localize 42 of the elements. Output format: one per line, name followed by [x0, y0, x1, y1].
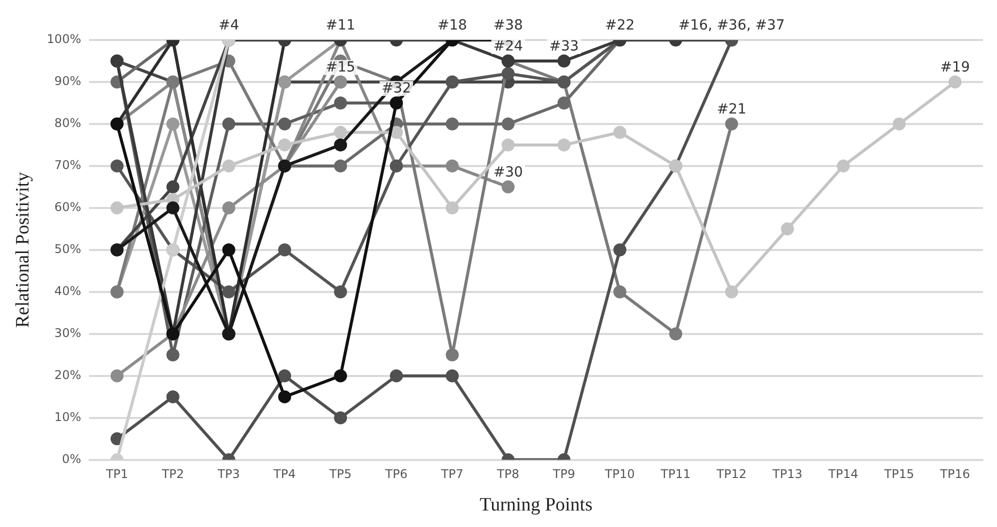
y-tick-label: 30% — [54, 326, 82, 340]
x-tick-label: TP16 — [939, 467, 970, 482]
annotation: #11 — [326, 18, 356, 34]
annotation: #38 — [493, 18, 523, 34]
annotation: #18 — [437, 18, 468, 34]
annotation: #24 — [493, 38, 523, 55]
x-tick-label: TP10 — [604, 467, 635, 482]
y-tick-label: 100% — [46, 32, 82, 46]
x-tick-label: TP3 — [216, 467, 240, 482]
y-tick-label: 20% — [54, 368, 82, 382]
y-tick-label: 40% — [54, 284, 82, 298]
y-tick-label: 90% — [54, 74, 82, 88]
y-tick-label: 80% — [54, 116, 82, 130]
y-tick-label: 70% — [54, 158, 82, 172]
x-tick-label: TP6 — [384, 467, 408, 482]
x-tick-label: TP4 — [272, 467, 296, 482]
y-tick-label: 10% — [54, 410, 82, 424]
x-tick-label: TP5 — [328, 467, 352, 482]
x-tick-label: TP14 — [827, 467, 858, 482]
annotation: #22 — [605, 18, 635, 34]
x-tick-label: TP7 — [440, 467, 464, 482]
annotation: #33 — [549, 38, 579, 55]
annotation: #32 — [382, 80, 412, 97]
y-tick-label: 50% — [54, 242, 82, 256]
y-tick-label: 60% — [54, 200, 82, 214]
x-axis-title: Turning Points — [480, 494, 592, 516]
annotation: #16, #36, #37 — [678, 18, 785, 34]
x-tick-label: TP8 — [496, 467, 520, 482]
annotation: #21 — [716, 102, 746, 118]
annotation: #4 — [218, 18, 240, 34]
x-tick-label: TP1 — [104, 467, 128, 482]
x-tick-label: TP13 — [772, 467, 802, 482]
x-tick-label: TP2 — [160, 467, 184, 482]
annotation: #19 — [940, 60, 970, 76]
x-tick-label: TP9 — [552, 467, 576, 482]
y-tick-label: 0% — [62, 452, 82, 466]
x-tick-label: TP12 — [716, 467, 747, 482]
y-axis-title: Relational Positivity — [12, 172, 34, 328]
x-tick-label: TP15 — [883, 467, 914, 482]
x-tick-label: TP11 — [660, 467, 691, 482]
annotation: #30 — [493, 164, 523, 181]
annotation: #15 — [326, 60, 356, 76]
